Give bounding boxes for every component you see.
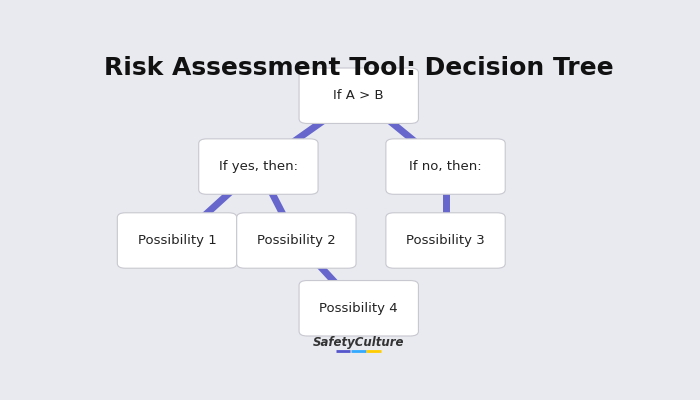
FancyBboxPatch shape — [237, 213, 356, 268]
FancyBboxPatch shape — [118, 213, 237, 268]
FancyBboxPatch shape — [386, 139, 505, 194]
FancyBboxPatch shape — [199, 139, 318, 194]
FancyBboxPatch shape — [386, 213, 505, 268]
Text: SafetyCulture: SafetyCulture — [313, 336, 405, 349]
Text: If no, then:: If no, then: — [410, 160, 482, 173]
FancyBboxPatch shape — [299, 280, 419, 336]
Text: Possibility 2: Possibility 2 — [257, 234, 336, 247]
Text: Possibility 3: Possibility 3 — [406, 234, 485, 247]
FancyBboxPatch shape — [299, 68, 419, 124]
Text: Possibility 1: Possibility 1 — [138, 234, 216, 247]
Text: If A > B: If A > B — [333, 89, 384, 102]
Text: If yes, then:: If yes, then: — [219, 160, 298, 173]
Text: Possibility 4: Possibility 4 — [319, 302, 398, 315]
Text: Risk Assessment Tool: Decision Tree: Risk Assessment Tool: Decision Tree — [104, 56, 614, 80]
